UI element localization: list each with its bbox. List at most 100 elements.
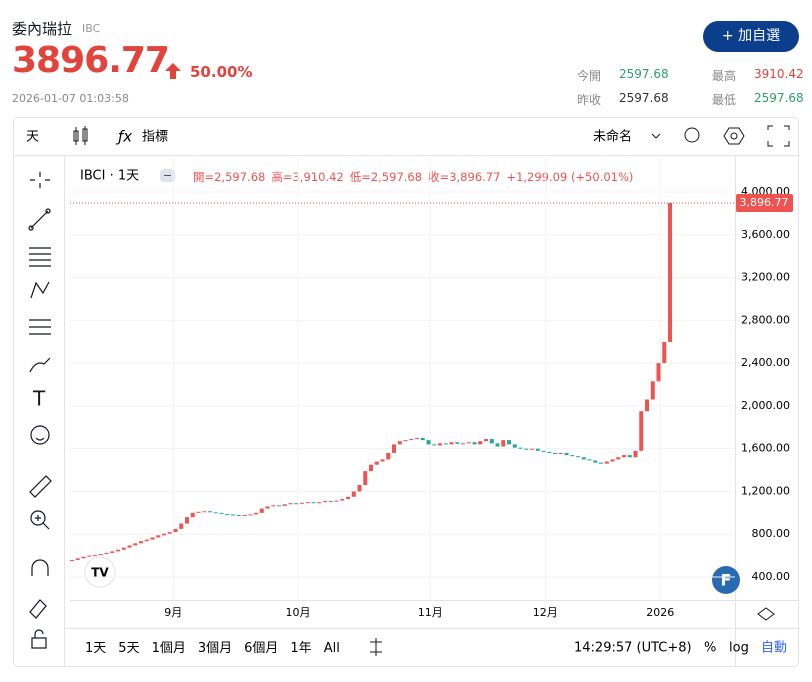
candle	[139, 541, 144, 544]
candle	[219, 512, 224, 514]
stat-label: 昨收	[577, 93, 602, 107]
x-tick-label: 12月	[533, 606, 558, 619]
candle	[610, 459, 615, 462]
stat-label: 今開	[577, 69, 602, 83]
candle	[438, 443, 443, 446]
drawing-tools[interactable]: T	[28, 172, 52, 649]
candle	[70, 559, 75, 561]
legend-low: 低=2,597.68	[350, 170, 422, 184]
toolbar-icons[interactable]	[684, 125, 790, 147]
candle	[98, 554, 103, 556]
percent-toggle[interactable]: %	[704, 641, 716, 656]
range-button[interactable]: 6個月	[244, 641, 278, 656]
candle	[242, 514, 247, 516]
indicator-icon: ƒx	[115, 128, 132, 146]
candle	[208, 511, 213, 513]
log-toggle[interactable]: log	[729, 641, 749, 656]
candle	[547, 451, 552, 453]
candle	[432, 444, 437, 446]
candle	[656, 363, 661, 382]
candle	[524, 448, 529, 450]
price: 3896.77	[12, 40, 170, 81]
candle	[622, 455, 627, 458]
candle	[369, 464, 374, 472]
candle	[294, 503, 299, 505]
legend-close: 收=3,896.77	[428, 170, 500, 184]
candle	[75, 558, 80, 560]
candle	[351, 491, 356, 497]
candle	[127, 545, 132, 548]
auto-toggle[interactable]: 自動	[761, 641, 787, 656]
candle	[334, 500, 339, 502]
candle	[190, 512, 195, 518]
candle	[323, 501, 328, 503]
symbol-label: IBCI · 1天	[80, 169, 139, 184]
candle	[271, 505, 276, 507]
candle	[162, 533, 167, 536]
candle	[415, 437, 420, 440]
candle	[650, 381, 655, 400]
legend-open: 開=2,597.68	[193, 170, 265, 184]
x-tick-label: 10月	[285, 606, 310, 619]
add-watchlist-button[interactable]: + 加自選	[703, 21, 799, 52]
date-range-icon[interactable]	[370, 638, 382, 656]
y-tick-label: 3,600.00	[741, 228, 790, 241]
candle	[668, 203, 673, 342]
candle	[409, 439, 414, 441]
candle	[403, 440, 408, 442]
y-tick-label: 1,600.00	[741, 442, 790, 455]
candle	[259, 508, 264, 513]
candle	[472, 442, 477, 445]
candle	[627, 455, 632, 458]
instrument-code: IBC	[82, 22, 101, 35]
legend-high: 高=3,910.42	[271, 170, 343, 184]
candle	[328, 501, 333, 503]
button-label: 加自選	[738, 28, 781, 44]
interval-button[interactable]: 天	[26, 130, 39, 145]
candle	[277, 505, 282, 507]
range-button[interactable]: 1年	[290, 641, 311, 656]
candle	[593, 460, 598, 463]
candle	[633, 450, 638, 458]
candle	[156, 535, 161, 538]
dropdown-caret	[651, 133, 661, 139]
candle	[420, 437, 425, 441]
candle-type-icon[interactable]	[73, 126, 88, 145]
f-badge[interactable]	[712, 566, 740, 594]
candle	[213, 512, 218, 514]
indicators-button[interactable]: 指標	[142, 130, 168, 145]
y-tick-label: 1,200.00	[741, 484, 790, 497]
candle	[518, 447, 523, 449]
clock: 14:29:57 (UTC+8)	[574, 641, 692, 656]
candle	[185, 517, 190, 524]
candle	[363, 471, 368, 486]
range-button[interactable]: 1個月	[152, 641, 186, 656]
candle	[581, 457, 586, 460]
candle	[265, 506, 270, 509]
candle	[311, 502, 316, 504]
candle	[248, 514, 253, 516]
last-price-label: 3,896.77	[740, 196, 789, 209]
stat-value: 3910.42	[754, 67, 804, 81]
candle	[236, 514, 241, 516]
candle	[374, 461, 379, 465]
x-tick-label: 11月	[418, 606, 443, 619]
candle	[662, 341, 667, 364]
settings-icon[interactable]	[757, 607, 775, 621]
layout-name[interactable]: 未命名	[593, 129, 632, 145]
candle	[466, 442, 471, 444]
timestamp: 2026-01-07 01:03:58	[12, 92, 129, 105]
candle	[87, 555, 92, 557]
candle	[512, 444, 517, 448]
range-button[interactable]: 5天	[118, 641, 139, 656]
x-tick-label: 9月	[164, 606, 182, 619]
candle	[645, 399, 650, 412]
candle	[489, 439, 494, 444]
range-button[interactable]: All	[324, 641, 340, 656]
candle	[478, 441, 483, 445]
candle	[116, 549, 121, 552]
candle	[553, 452, 558, 455]
range-button[interactable]: 1天	[85, 641, 106, 656]
candle	[535, 448, 540, 451]
range-button[interactable]: 3個月	[198, 641, 232, 656]
